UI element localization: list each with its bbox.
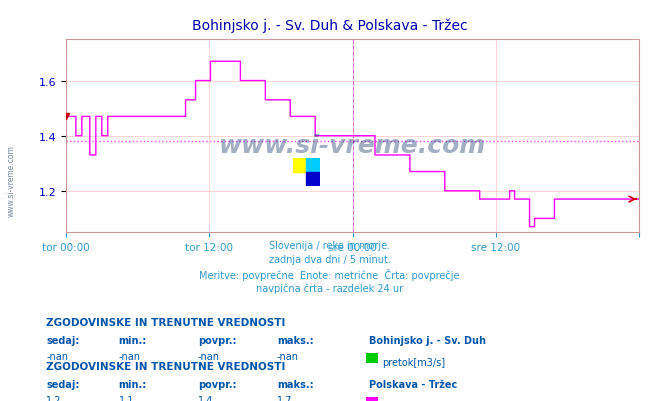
Text: 1,7: 1,7 (277, 395, 293, 401)
Text: maks.:: maks.: (277, 335, 314, 345)
Text: zadnja dva dni / 5 minut.: zadnja dva dni / 5 minut. (269, 255, 390, 265)
Text: Polskava - Tržec: Polskava - Tržec (369, 379, 457, 389)
Text: -nan: -nan (46, 351, 68, 361)
Text: -nan: -nan (277, 351, 299, 361)
Text: min.:: min.: (119, 335, 147, 345)
Text: min.:: min.: (119, 379, 147, 389)
Text: 1,1: 1,1 (119, 395, 134, 401)
Text: 1,2: 1,2 (46, 395, 62, 401)
Text: maks.:: maks.: (277, 379, 314, 389)
Text: ZGODOVINSKE IN TRENUTNE VREDNOSTI: ZGODOVINSKE IN TRENUTNE VREDNOSTI (46, 361, 285, 371)
Bar (306, 158, 320, 172)
Text: Slovenija / reke in morje.: Slovenija / reke in morje. (269, 241, 390, 251)
Text: Bohinjsko j. - Sv. Duh: Bohinjsko j. - Sv. Duh (369, 335, 486, 345)
Text: 1,4: 1,4 (198, 395, 213, 401)
Text: -nan: -nan (119, 351, 140, 361)
Text: pretok[m3/s]: pretok[m3/s] (382, 357, 445, 367)
Text: www.si-vreme.com: www.si-vreme.com (219, 134, 486, 158)
Text: www.si-vreme.com: www.si-vreme.com (7, 145, 16, 216)
Text: navpična črta - razdelek 24 ur: navpična črta - razdelek 24 ur (256, 283, 403, 293)
Text: ZGODOVINSKE IN TRENUTNE VREDNOSTI: ZGODOVINSKE IN TRENUTNE VREDNOSTI (46, 317, 285, 327)
Text: -nan: -nan (198, 351, 219, 361)
Bar (293, 158, 306, 172)
Text: Meritve: povprečne  Enote: metrične  Črta: povprečje: Meritve: povprečne Enote: metrične Črta:… (199, 269, 460, 281)
Text: sedaj:: sedaj: (46, 379, 80, 389)
Text: Bohinjsko j. - Sv. Duh & Polskava - Tržec: Bohinjsko j. - Sv. Duh & Polskava - Trže… (192, 18, 467, 32)
Text: povpr.:: povpr.: (198, 335, 236, 345)
Text: povpr.:: povpr.: (198, 379, 236, 389)
Text: sedaj:: sedaj: (46, 335, 80, 345)
Bar (306, 172, 320, 186)
